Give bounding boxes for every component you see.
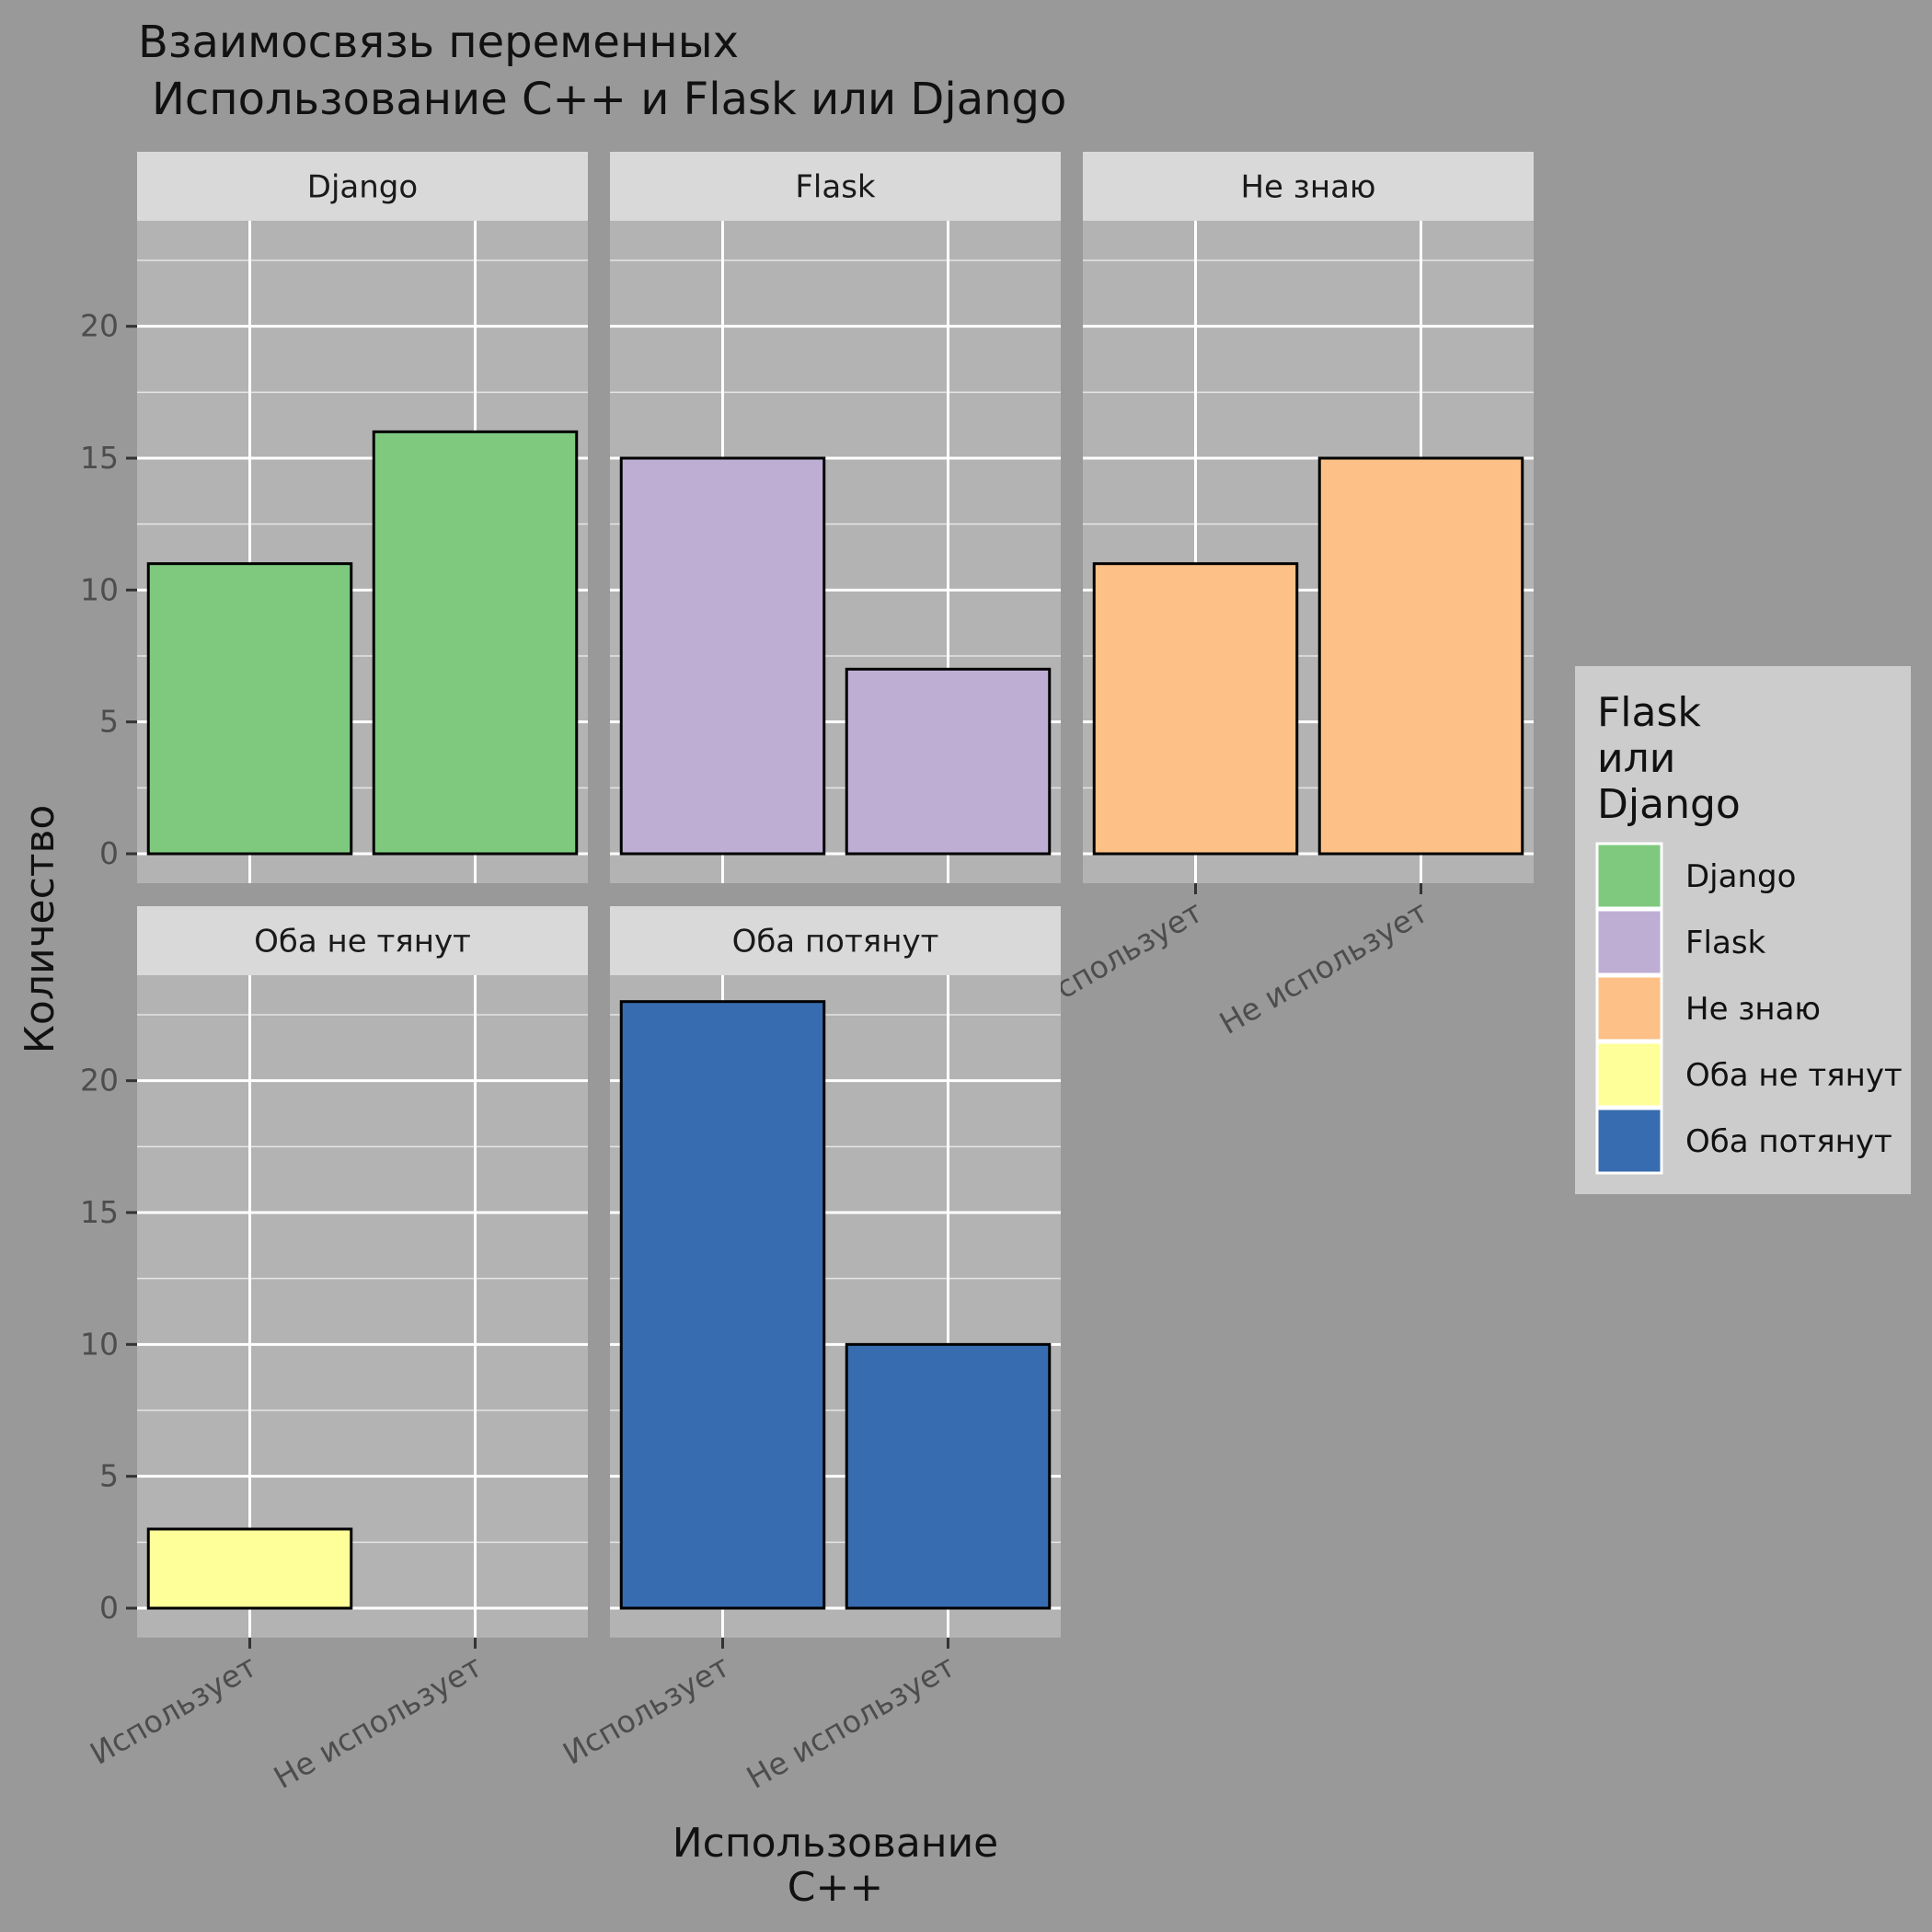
- facet-panel-flask: Flask: [610, 152, 1061, 883]
- facet-strip-label: Оба потянут: [732, 924, 939, 960]
- legend-label: Django: [1685, 858, 1796, 895]
- legend-swatch: [1595, 1041, 1663, 1109]
- legend-label: Оба не тянут: [1685, 1057, 1903, 1094]
- bar-оба-потянут-1: [619, 1000, 826, 1610]
- facet-strip: [1083, 152, 1534, 221]
- legend-item-оба-потянут: Оба потянут: [1595, 1107, 1892, 1175]
- y-tick-label: 5: [99, 1458, 119, 1494]
- bar-django-2: [372, 430, 579, 856]
- x-axis-title-line-2: C++: [788, 1864, 883, 1911]
- legend-title-line-3: Django: [1597, 781, 1741, 828]
- y-axis-title: Количество: [17, 805, 63, 1054]
- y-tick-label: 15: [80, 1194, 119, 1230]
- legend-label: Flask: [1685, 925, 1766, 961]
- chart-title: Взаимосвязь переменных: [138, 17, 739, 68]
- bar-django-1: [146, 562, 353, 856]
- bar-оба-не-тянут-1: [146, 1527, 353, 1610]
- y-tick-label: 15: [80, 440, 119, 476]
- facet-strip: [137, 906, 588, 975]
- legend-label: Оба потянут: [1685, 1123, 1892, 1160]
- legend-items: Django Flask Не знаю Оба не тянут Оба потяну…: [1595, 842, 1903, 1175]
- facet-strip: [610, 152, 1061, 221]
- chart-subtitle: Использование C++ и Flask или Django: [152, 74, 1066, 125]
- facet-panel-django: Django 0 5 10 15 20: [80, 152, 588, 883]
- y-tick-label: 0: [99, 1590, 119, 1626]
- y-tick-label: 5: [99, 704, 119, 740]
- y-tick-label: 20: [80, 1063, 119, 1098]
- facet-strip-label: Оба не тянут: [254, 924, 471, 960]
- y-tick-label: 20: [80, 308, 119, 344]
- bar-flask-1: [619, 456, 826, 856]
- facet-strip-label: Flask: [795, 169, 876, 206]
- legend-item-django: Django: [1595, 842, 1796, 910]
- legend: Flask или Django Django Flask Не знаю Оба н…: [1575, 666, 1911, 1194]
- panel-background: [137, 975, 588, 1638]
- bar-оба-потянут-2: [845, 1342, 1052, 1610]
- legend-title-line-1: Flask: [1597, 689, 1701, 736]
- bar-не-знаю-1: [1092, 562, 1299, 856]
- legend-swatch: [1595, 974, 1663, 1042]
- legend-title-line-2: или: [1597, 735, 1675, 782]
- bar-flask-2: [845, 667, 1052, 856]
- y-tick-label: 10: [80, 1326, 119, 1362]
- bar-не-знаю-2: [1317, 456, 1524, 856]
- legend-item-flask: Flask: [1595, 908, 1766, 976]
- y-tick-label: 10: [80, 571, 119, 607]
- y-tick-label: 0: [99, 835, 119, 871]
- legend-swatch: [1595, 842, 1663, 910]
- legend-swatch: [1595, 908, 1663, 976]
- facet-strip-label: Не знаю: [1240, 169, 1375, 206]
- legend-label: Не знаю: [1685, 991, 1821, 1028]
- x-axis-title-line-1: Использование: [673, 1820, 999, 1867]
- legend-swatch: [1595, 1107, 1663, 1175]
- facet-strip: [610, 906, 1061, 975]
- facet-strip-label: Django: [307, 169, 418, 206]
- legend-item-оба-не-тянут: Оба не тянут: [1595, 1041, 1903, 1109]
- legend-item-не-знаю: Не знаю: [1595, 974, 1821, 1042]
- facet-strip: [137, 152, 588, 221]
